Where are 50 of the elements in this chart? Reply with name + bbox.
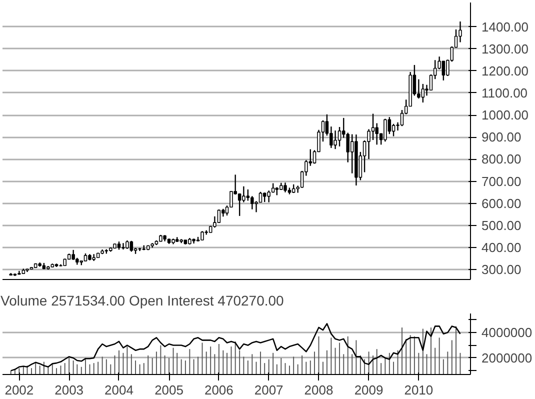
x-tick-label: 2003 — [54, 382, 84, 398]
x-tick-label: 2002 — [4, 382, 34, 398]
candlestick — [417, 78, 420, 100]
y-tick-label: 400.00 — [482, 240, 522, 255]
x-tick-label: 2009 — [354, 382, 384, 398]
y-tick-label: 1200.00 — [482, 63, 528, 78]
candlestick — [367, 128, 370, 160]
y-tick-label: 900.00 — [482, 130, 522, 145]
candlestick — [217, 208, 221, 224]
candlestick — [284, 182, 287, 193]
candlestick — [350, 134, 354, 174]
candlestick — [238, 192, 242, 217]
y-tick-label: 2000000 — [482, 350, 532, 366]
y-tick-label: 1100.00 — [482, 85, 528, 100]
y-tick-label: 1300.00 — [482, 41, 528, 56]
candlestick — [392, 123, 396, 137]
candlestick — [421, 83, 425, 104]
line-series — [10, 323, 461, 372]
y-tick-label: 500.00 — [482, 218, 522, 233]
y-tick-label: 1400.00 — [482, 19, 528, 34]
candlestick — [258, 191, 262, 204]
text: Volume 2571534.00 Open Interest 470270.00 — [0, 292, 284, 308]
x-tick-label: 2007 — [254, 382, 284, 398]
candlestick — [72, 249, 75, 260]
y-tick-label: 700.00 — [482, 174, 522, 189]
candlestick — [384, 118, 387, 142]
candlestick — [267, 190, 270, 203]
x-tick-label: 2010 — [404, 382, 434, 398]
candlestick — [250, 195, 254, 210]
candlestick — [400, 109, 404, 127]
candlestick — [371, 113, 375, 141]
candlestick — [338, 126, 342, 148]
y-tick-label: 4000000 — [482, 325, 532, 340]
y-tick-label: 800.00 — [482, 152, 522, 167]
candlestick — [242, 186, 246, 203]
candlestick — [130, 240, 134, 252]
x-tick-label: 2004 — [104, 382, 134, 398]
candlestick — [246, 188, 250, 202]
candlestick — [271, 182, 275, 194]
candlestick — [122, 242, 125, 250]
y-tick-label: 600.00 — [482, 196, 522, 211]
x-tick-label: 2005 — [154, 382, 184, 398]
candlestick — [346, 132, 350, 163]
y-tick-label: 1000.00 — [482, 108, 528, 123]
y-tick-label: 300.00 — [482, 262, 522, 278]
x-tick-label: 2006 — [204, 382, 234, 398]
x-tick-label: 2008 — [304, 382, 334, 398]
candlestick — [442, 60, 446, 82]
candlestick — [334, 130, 337, 150]
candlestick — [200, 230, 204, 241]
